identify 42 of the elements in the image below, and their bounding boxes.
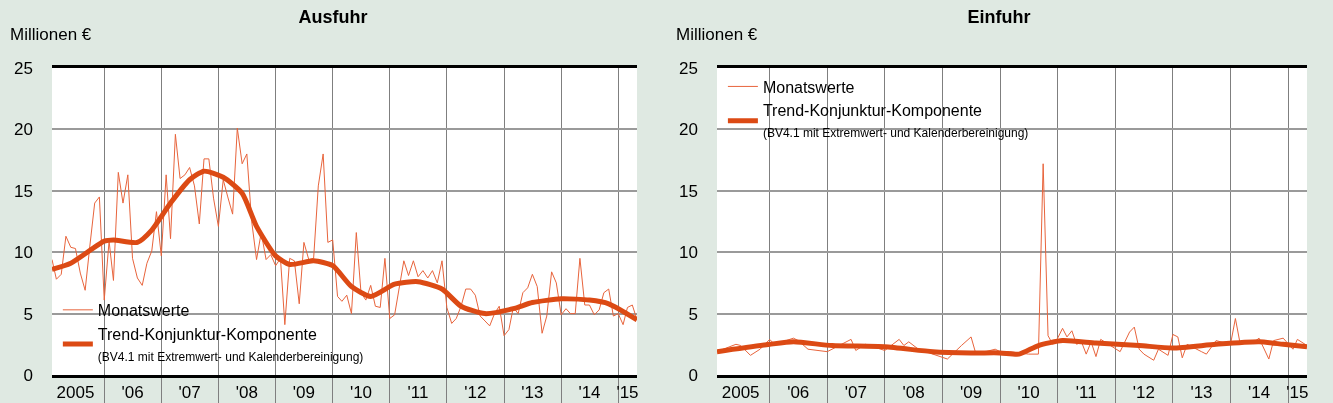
x-tick-label: '12 [1132,383,1156,403]
x-tick-label: '11 [407,383,429,403]
legend-label: Trend-Konjunktur-Komponente (BV4.1 mit Extremwert- und Kalenderbereinigung) [97,325,364,364]
x-tick-label: '11 [1075,383,1097,403]
x-tick-label: '15 [616,383,639,403]
chart-title: Einfuhr [967,6,1031,27]
x-tick-label: '13 [521,383,544,403]
y-tick-label: 5 [688,304,698,324]
x-tick-label: '12 [464,383,487,403]
y-axis-title: Millionen € [10,25,92,44]
chart-title: Ausfuhr [298,6,368,27]
y-tick-label: 15 [14,181,33,201]
legend-label: Monatswerte [762,78,855,96]
y-axis-title: Millionen € [676,25,758,44]
x-tick-label: '08 [235,383,258,403]
y-tick-label: 20 [679,120,698,140]
y-tick-label: 10 [679,243,698,263]
x-tick-label: '15 [1286,383,1309,403]
y-tick-label: 15 [679,181,698,201]
x-tick-label: '10 [349,383,373,403]
y-tick-label: 25 [679,58,698,78]
x-tick-label: '09 [292,383,315,403]
x-tick-label: '14 [1247,383,1271,403]
x-tick-label: 2005 [721,383,760,403]
x-tick-label: '14 [578,383,601,403]
y-tick-label: 5 [23,304,33,324]
y-tick-label: 20 [14,120,33,140]
legend-label: Trend-Konjunktur-Komponente (BV4.1 mit Extremwert- und Kalenderbereinigung) [762,102,1029,141]
x-tick-label: '07 [178,383,201,403]
x-tick-label: '13 [1190,383,1213,403]
y-tick-label: 0 [23,365,33,385]
x-tick-label: '06 [787,383,810,403]
x-tick-label: '10 [1017,383,1040,403]
y-tick-label: 25 [14,58,33,78]
x-tick-label: '07 [844,383,867,403]
legend-label: Monatswerte [97,302,190,320]
y-tick-label: 10 [14,243,33,263]
x-tick-label: '06 [121,383,144,403]
y-tick-label: 0 [688,365,698,385]
x-tick-label: '09 [959,383,983,403]
x-tick-label: 2005 [56,383,95,403]
x-tick-label: '08 [902,383,925,403]
